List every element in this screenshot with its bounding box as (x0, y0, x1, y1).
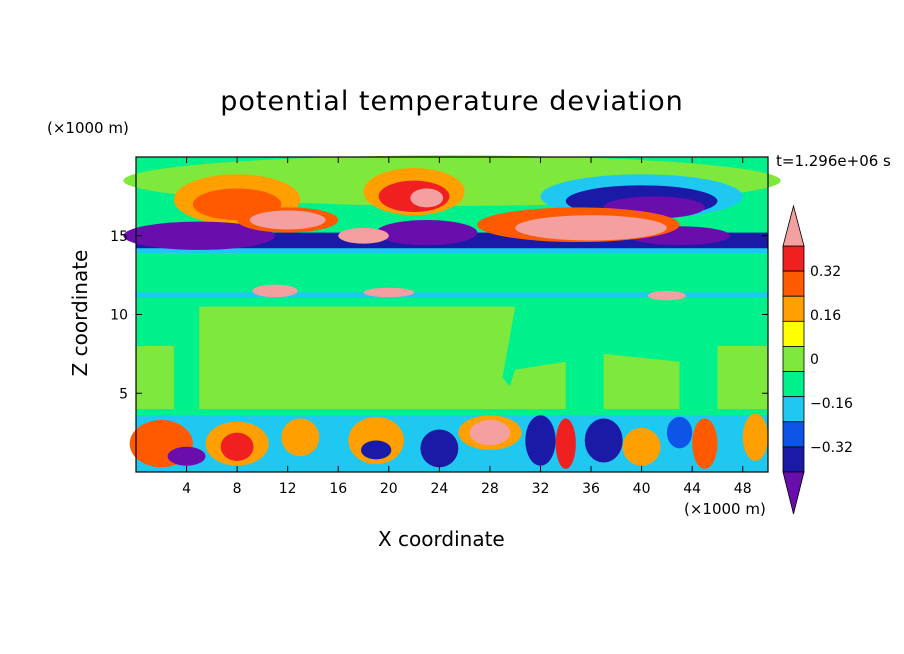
tropopause-purple-2 (376, 220, 478, 246)
boundary-layer-cell-16 (167, 446, 206, 466)
colorbar-box (782, 371, 805, 398)
y-tick-label: 15 (110, 229, 128, 245)
mid-warm-region-5 (717, 346, 768, 409)
x-tick-label: 20 (380, 481, 398, 497)
boundary-layer-cell-6 (360, 440, 392, 460)
warm-anomaly-pink-1 (249, 210, 326, 230)
colorbar-box (782, 446, 805, 473)
colorbar-box (782, 320, 805, 347)
x-tick-label: 24 (430, 481, 448, 497)
colorbar-box (782, 245, 805, 272)
colorbar-top-arrow (782, 204, 805, 247)
x-tick-label: 28 (481, 481, 499, 497)
mid-warm-region-3 (603, 353, 680, 409)
x-tick-label: 36 (582, 481, 600, 497)
boundary-layer-cell-11 (584, 418, 623, 463)
mid-warm-region-2 (502, 361, 566, 409)
y-tick-label: 5 (119, 386, 128, 402)
time-label: t=1.296e+06 s (776, 152, 891, 170)
contour-field (123, 155, 781, 472)
colorbar: 0.32 0.16 0 −0.16 −0.32 (782, 204, 853, 515)
colorbar-box (782, 396, 805, 423)
boundary-layer-cell-4 (281, 418, 320, 457)
y-tick-label: 10 (110, 308, 128, 324)
warm-anomaly-pink-3 (515, 215, 667, 241)
x-tick-label: 32 (532, 481, 550, 497)
tropopause-cyan-band (136, 248, 768, 254)
colorbar-box (782, 270, 805, 297)
warm-anomaly-pink-5 (363, 287, 415, 298)
x-tick-label: 4 (182, 481, 191, 497)
mid-warm-region-4 (136, 346, 174, 409)
boundary-layer-cell-12 (622, 427, 661, 466)
boundary-layer-cell-9 (525, 415, 556, 466)
boundary-layer-cell-10 (555, 418, 576, 469)
x-tick-label: 16 (329, 481, 347, 497)
colorbar-label: 0 (810, 352, 819, 368)
x-tick-label: 44 (683, 481, 701, 497)
boundary-layer-cell-17 (666, 416, 693, 449)
mid-warm-region (199, 306, 528, 409)
boundary-layer-cell-14 (742, 413, 768, 461)
boundary-layer-cell-13 (692, 418, 718, 469)
colorbar-bottom-arrow (782, 471, 805, 515)
x-axis-multiplier: (×1000 m) (684, 500, 766, 518)
colorbar-label: −0.16 (810, 396, 853, 412)
colorbar-label: −0.32 (810, 440, 853, 456)
colorbar-label: 0.32 (810, 264, 841, 280)
colorbar-box (782, 295, 805, 322)
chart-title: potential temperature deviation (220, 86, 684, 117)
x-tick-label: 12 (279, 481, 297, 497)
x-tick-label: 40 (633, 481, 651, 497)
boundary-layer-cell-15 (420, 429, 459, 468)
colorbar-box (782, 421, 805, 448)
y-axis-multiplier: (×1000 m) (47, 119, 129, 137)
boundary-layer-cell-8 (469, 420, 511, 446)
x-tick-label: 8 (233, 481, 242, 497)
tropopause-purple-1 (123, 221, 276, 250)
colorbar-box (782, 346, 805, 372)
lower-cyan-line (136, 292, 768, 298)
x-tick-label: 48 (734, 481, 752, 497)
x-axis-label: X coordinate (378, 527, 505, 551)
warm-anomaly-pink-4 (252, 284, 298, 298)
boundary-layer-cell-3 (220, 432, 254, 461)
upper-warm-pink-2 (410, 188, 444, 208)
warm-anomaly-pink-6 (647, 290, 686, 301)
warm-anomaly-pink-2 (338, 227, 389, 244)
colorbar-label: 0.16 (810, 308, 841, 324)
